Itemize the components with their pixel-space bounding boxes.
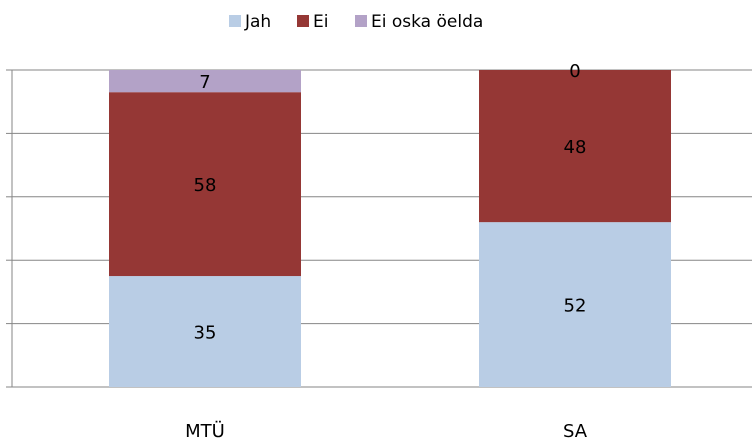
legend-swatch <box>229 15 241 27</box>
data-label: 48 <box>564 137 587 158</box>
bar-segment <box>109 92 301 277</box>
bar-segment <box>479 70 671 223</box>
legend-swatch <box>297 15 309 27</box>
data-label: 35 <box>194 323 217 344</box>
legend-swatch <box>355 15 367 27</box>
data-label: 58 <box>194 175 217 196</box>
bar-segment <box>479 222 671 387</box>
bar-segment <box>109 70 301 93</box>
data-label: 0 <box>569 61 580 82</box>
legend-label: Jah <box>244 12 271 32</box>
legend-label: Ei <box>313 12 328 32</box>
data-label: 7 <box>199 72 210 93</box>
legend-label: Ei oska öelda <box>371 12 483 32</box>
data-label: 52 <box>564 296 587 317</box>
x-tick-label: SA <box>563 421 588 441</box>
bar-segment <box>109 276 301 387</box>
x-tick-label: MTÜ <box>185 420 225 441</box>
